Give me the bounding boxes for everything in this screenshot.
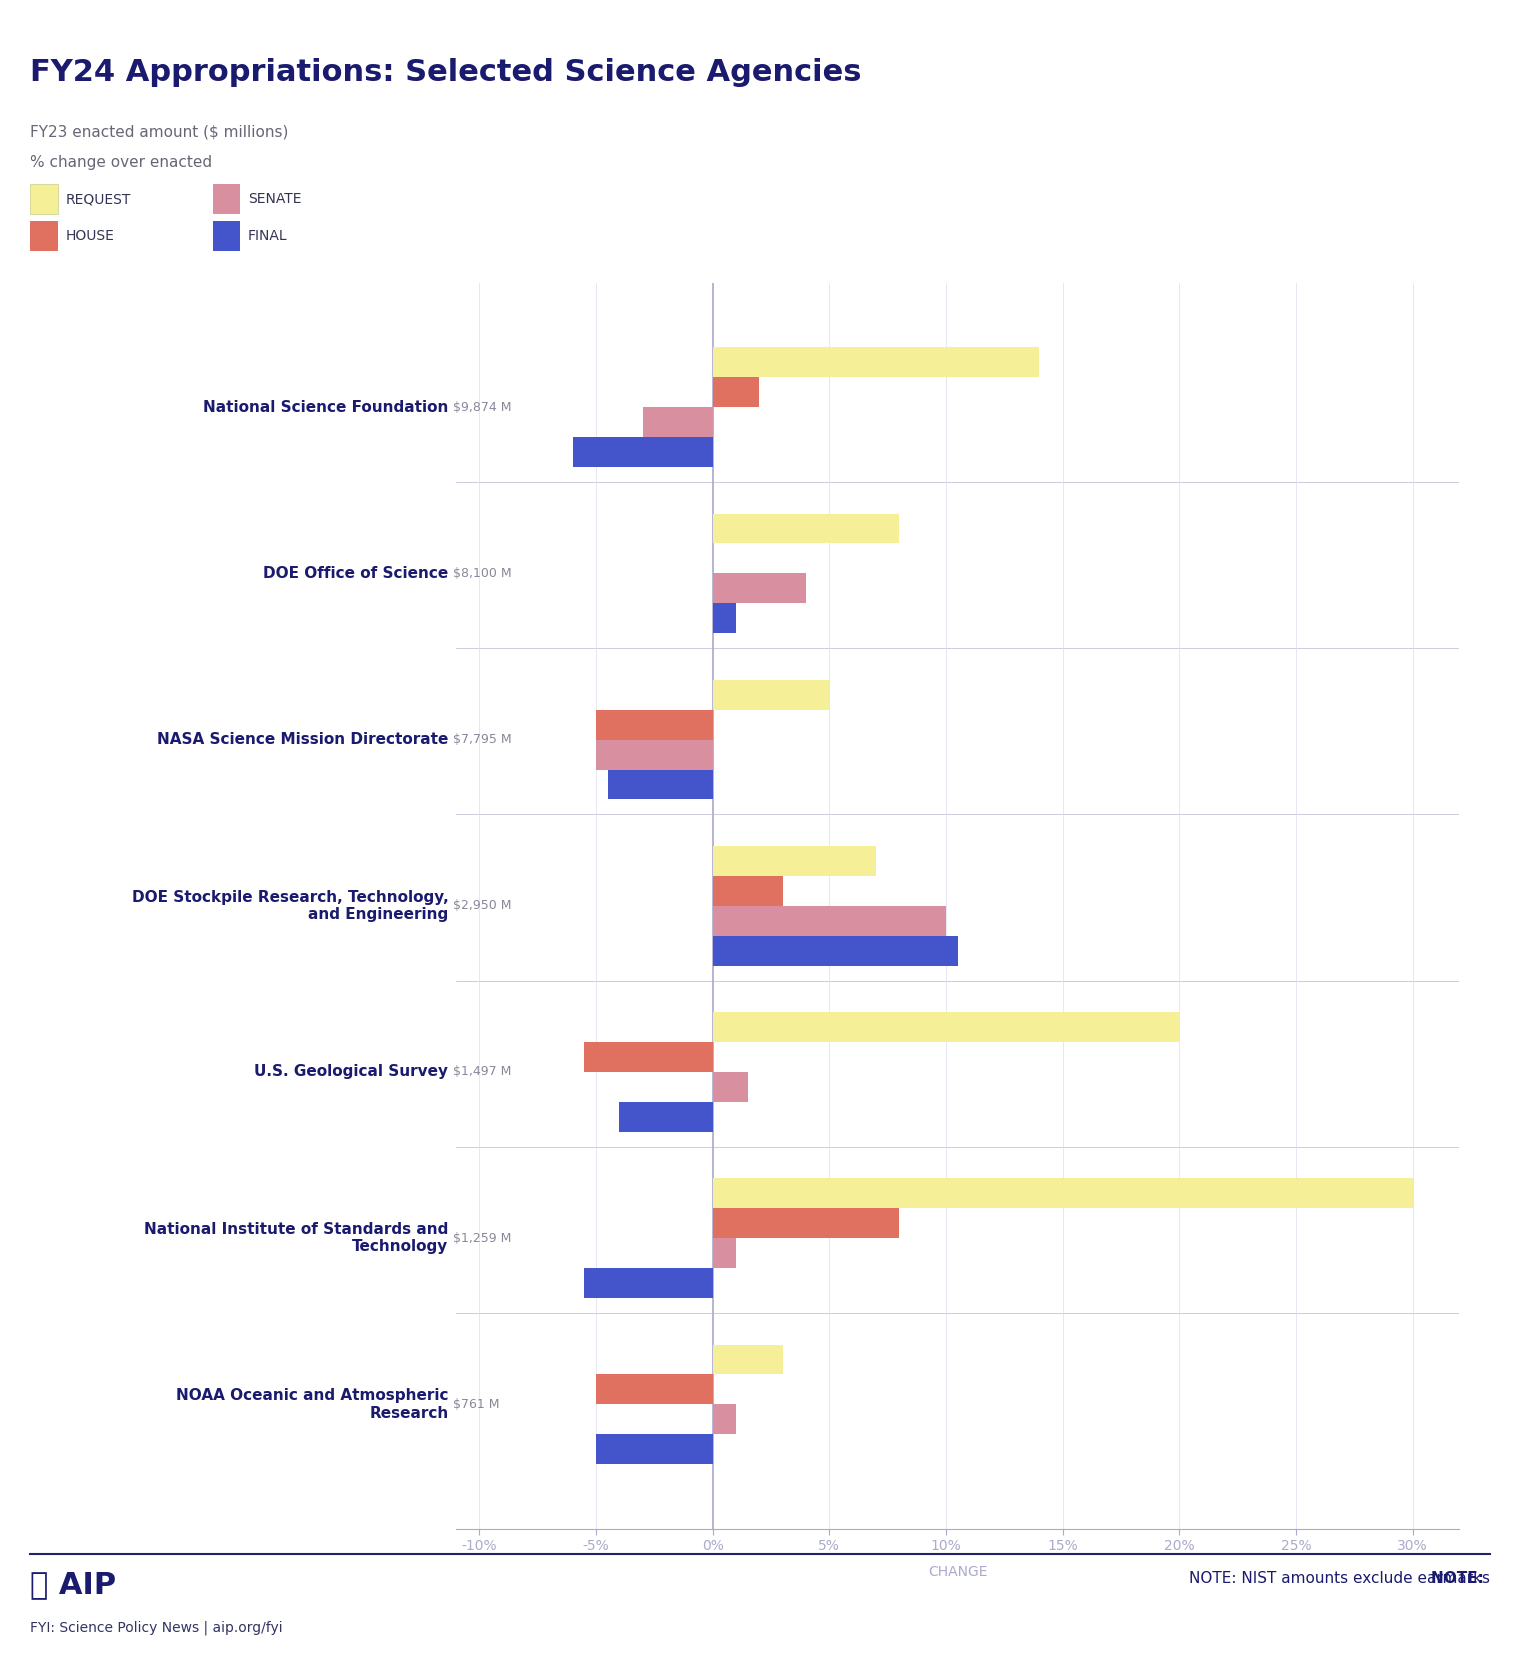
Bar xyxy=(584,1268,713,1298)
Text: $8,100 M: $8,100 M xyxy=(453,567,512,580)
Text: NOAA Oceanic and Atmospheric
Research: NOAA Oceanic and Atmospheric Research xyxy=(176,1388,448,1421)
Text: $1,497 M: $1,497 M xyxy=(453,1065,511,1079)
Bar xyxy=(713,603,736,633)
Text: FYI: Science Policy News | aip.org/fyi: FYI: Science Policy News | aip.org/fyi xyxy=(30,1620,283,1635)
Bar xyxy=(713,573,806,603)
Text: $2,950 M: $2,950 M xyxy=(453,899,511,912)
Text: $761 M: $761 M xyxy=(453,1398,500,1411)
Text: ⪥ AIP: ⪥ AIP xyxy=(30,1571,117,1599)
Text: $7,795 M: $7,795 M xyxy=(453,733,512,746)
Text: $1,259 M: $1,259 M xyxy=(453,1232,511,1245)
Bar xyxy=(713,906,945,936)
Bar xyxy=(713,377,760,407)
Bar xyxy=(596,1374,713,1404)
Bar xyxy=(713,876,783,906)
Bar xyxy=(713,1072,748,1102)
Bar xyxy=(713,680,830,710)
Text: National Institute of Standards and
Technology: National Institute of Standards and Tech… xyxy=(144,1222,448,1255)
Bar xyxy=(713,1404,736,1434)
Text: DOE Office of Science: DOE Office of Science xyxy=(263,565,448,582)
Bar xyxy=(596,740,713,770)
Text: DOE Stockpile Research, Technology,
and Engineering: DOE Stockpile Research, Technology, and … xyxy=(132,889,448,922)
Bar xyxy=(713,936,958,966)
Bar xyxy=(619,1102,713,1132)
X-axis label: CHANGE: CHANGE xyxy=(927,1564,988,1579)
Bar xyxy=(713,514,900,543)
Text: U.S. Geological Survey: U.S. Geological Survey xyxy=(254,1064,448,1080)
Bar xyxy=(643,407,713,437)
Bar xyxy=(713,1178,1412,1208)
Bar xyxy=(584,1042,713,1072)
Text: NOTE: NIST amounts exclude earmarks: NOTE: NIST amounts exclude earmarks xyxy=(1189,1571,1490,1586)
Text: % change over enacted: % change over enacted xyxy=(30,155,213,170)
Bar xyxy=(608,770,713,799)
Bar xyxy=(713,347,1040,377)
Text: FY23 enacted amount ($ millions): FY23 enacted amount ($ millions) xyxy=(30,125,289,140)
Bar xyxy=(596,710,713,740)
Text: $9,874 M: $9,874 M xyxy=(453,401,511,414)
Bar xyxy=(713,1012,1180,1042)
Text: National Science Foundation: National Science Foundation xyxy=(204,399,448,416)
Text: SENATE: SENATE xyxy=(248,193,301,206)
Text: NOTE:: NOTE: xyxy=(1432,1571,1490,1586)
Text: FINAL: FINAL xyxy=(248,229,287,243)
Text: FY24 Appropriations: Selected Science Agencies: FY24 Appropriations: Selected Science Ag… xyxy=(30,58,862,86)
Bar xyxy=(713,1208,900,1238)
Text: HOUSE: HOUSE xyxy=(65,229,114,243)
Bar xyxy=(713,1238,736,1268)
Bar xyxy=(713,846,876,876)
Bar xyxy=(573,437,713,467)
Bar xyxy=(596,1434,713,1464)
Text: NASA Science Mission Directorate: NASA Science Mission Directorate xyxy=(157,731,448,748)
Bar xyxy=(713,1345,783,1374)
Text: REQUEST: REQUEST xyxy=(65,193,131,206)
